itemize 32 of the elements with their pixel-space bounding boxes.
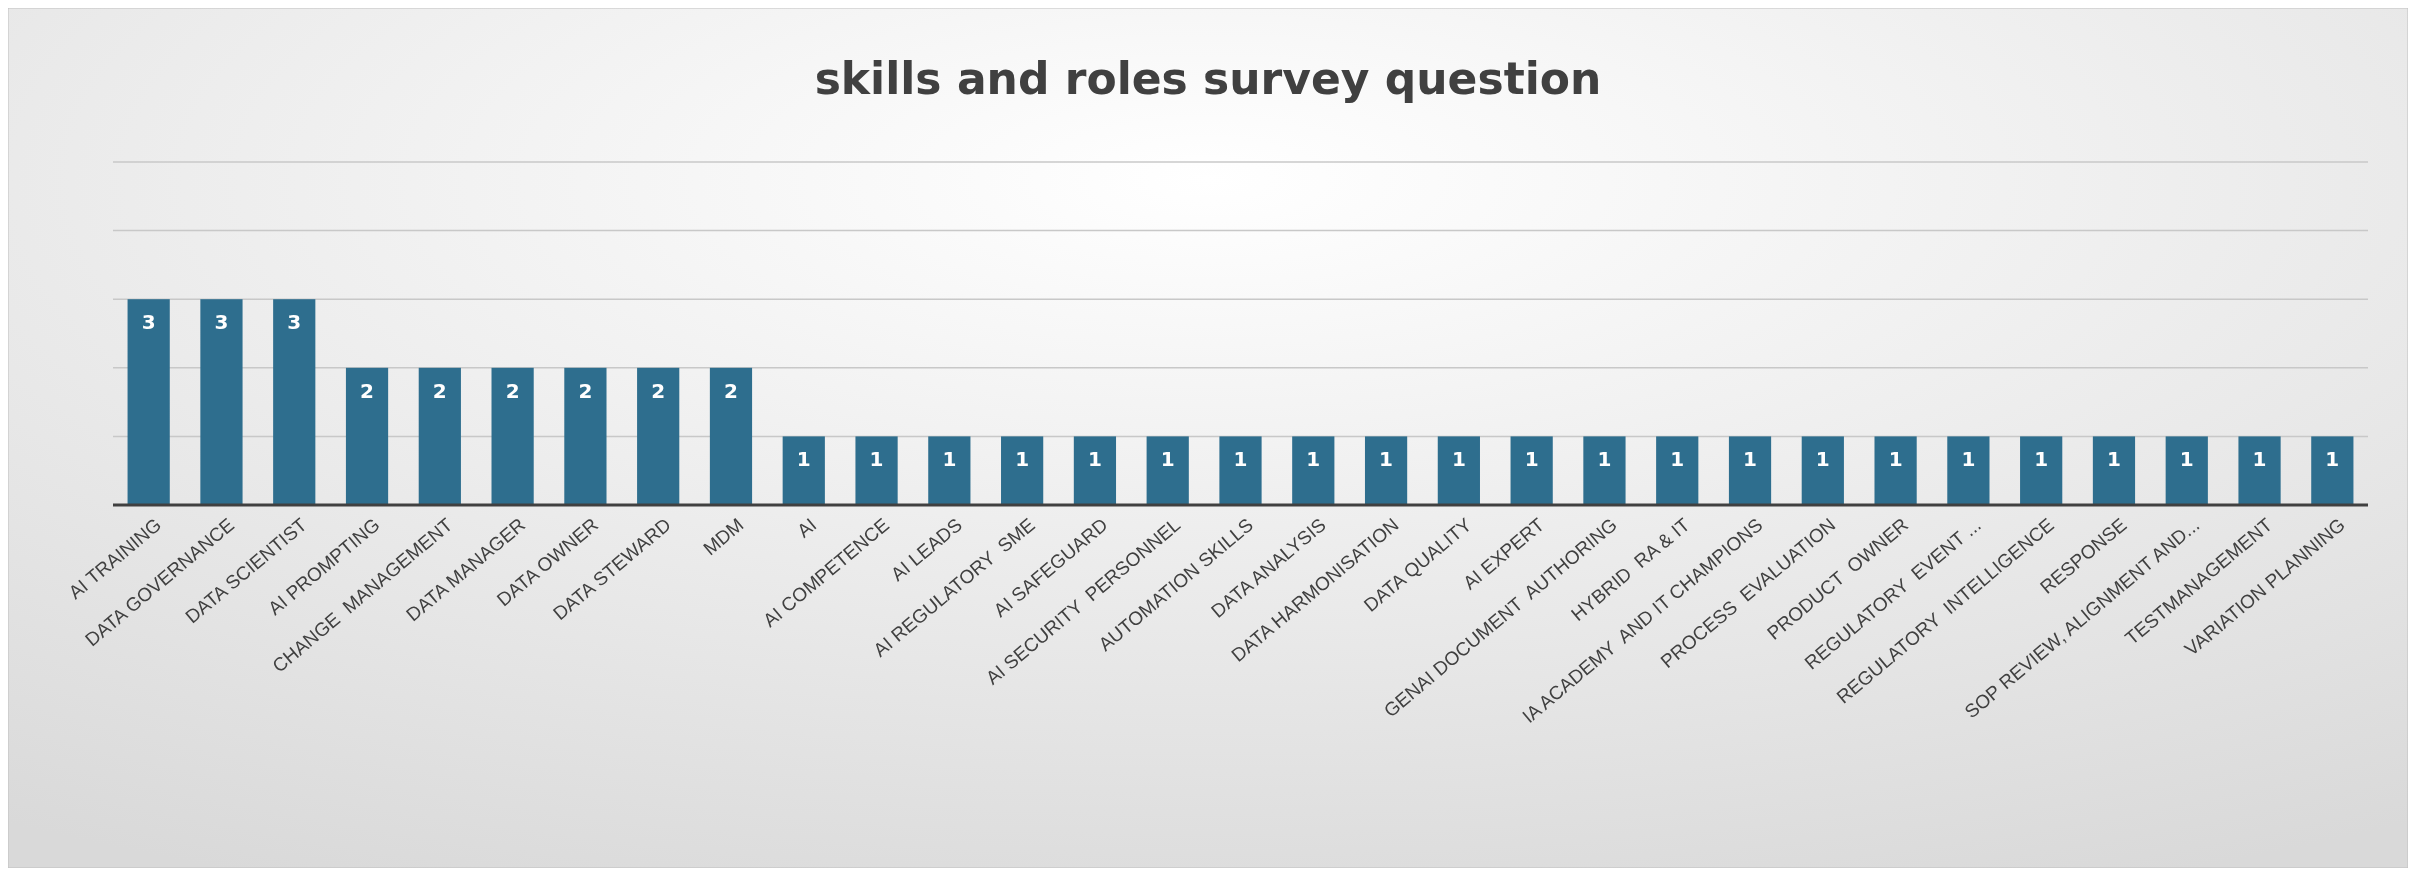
data-label: 1 xyxy=(2252,447,2267,472)
data-label: 1 xyxy=(1233,447,1248,472)
data-label: 1 xyxy=(1524,447,1539,472)
data-label: 3 xyxy=(214,310,229,335)
data-label: 2 xyxy=(578,378,593,403)
data-label: 1 xyxy=(1015,447,1030,472)
data-label: 1 xyxy=(1451,447,1466,472)
data-label: 2 xyxy=(360,378,374,403)
data-label: 2 xyxy=(724,378,738,403)
data-label: 1 xyxy=(1160,447,1175,472)
data-label: 1 xyxy=(1087,447,1102,472)
data-label: 1 xyxy=(1670,447,1685,472)
data-label: 1 xyxy=(2325,447,2340,472)
data-label: 2 xyxy=(651,378,666,403)
data-label: 1 xyxy=(1306,447,1321,472)
data-label: 1 xyxy=(2034,447,2049,472)
data-label: 1 xyxy=(1743,447,1757,472)
data-label: 1 xyxy=(1597,447,1612,472)
data-label: 1 xyxy=(1888,447,1903,472)
data-label: 2 xyxy=(505,378,520,403)
data-label: 3 xyxy=(287,310,302,335)
data-label: 1 xyxy=(869,447,884,472)
data-label: 1 xyxy=(2179,447,2194,472)
chart-title: skills and roles survey question xyxy=(814,53,1602,104)
data-label: 1 xyxy=(1961,447,1976,472)
data-label: 1 xyxy=(796,447,811,472)
data-label: 1 xyxy=(1815,447,1830,472)
data-label: 1 xyxy=(2107,447,2121,472)
data-label: 1 xyxy=(942,447,957,472)
data-label: 3 xyxy=(141,310,156,335)
data-label: 1 xyxy=(1379,447,1394,472)
data-label: 2 xyxy=(432,378,447,403)
